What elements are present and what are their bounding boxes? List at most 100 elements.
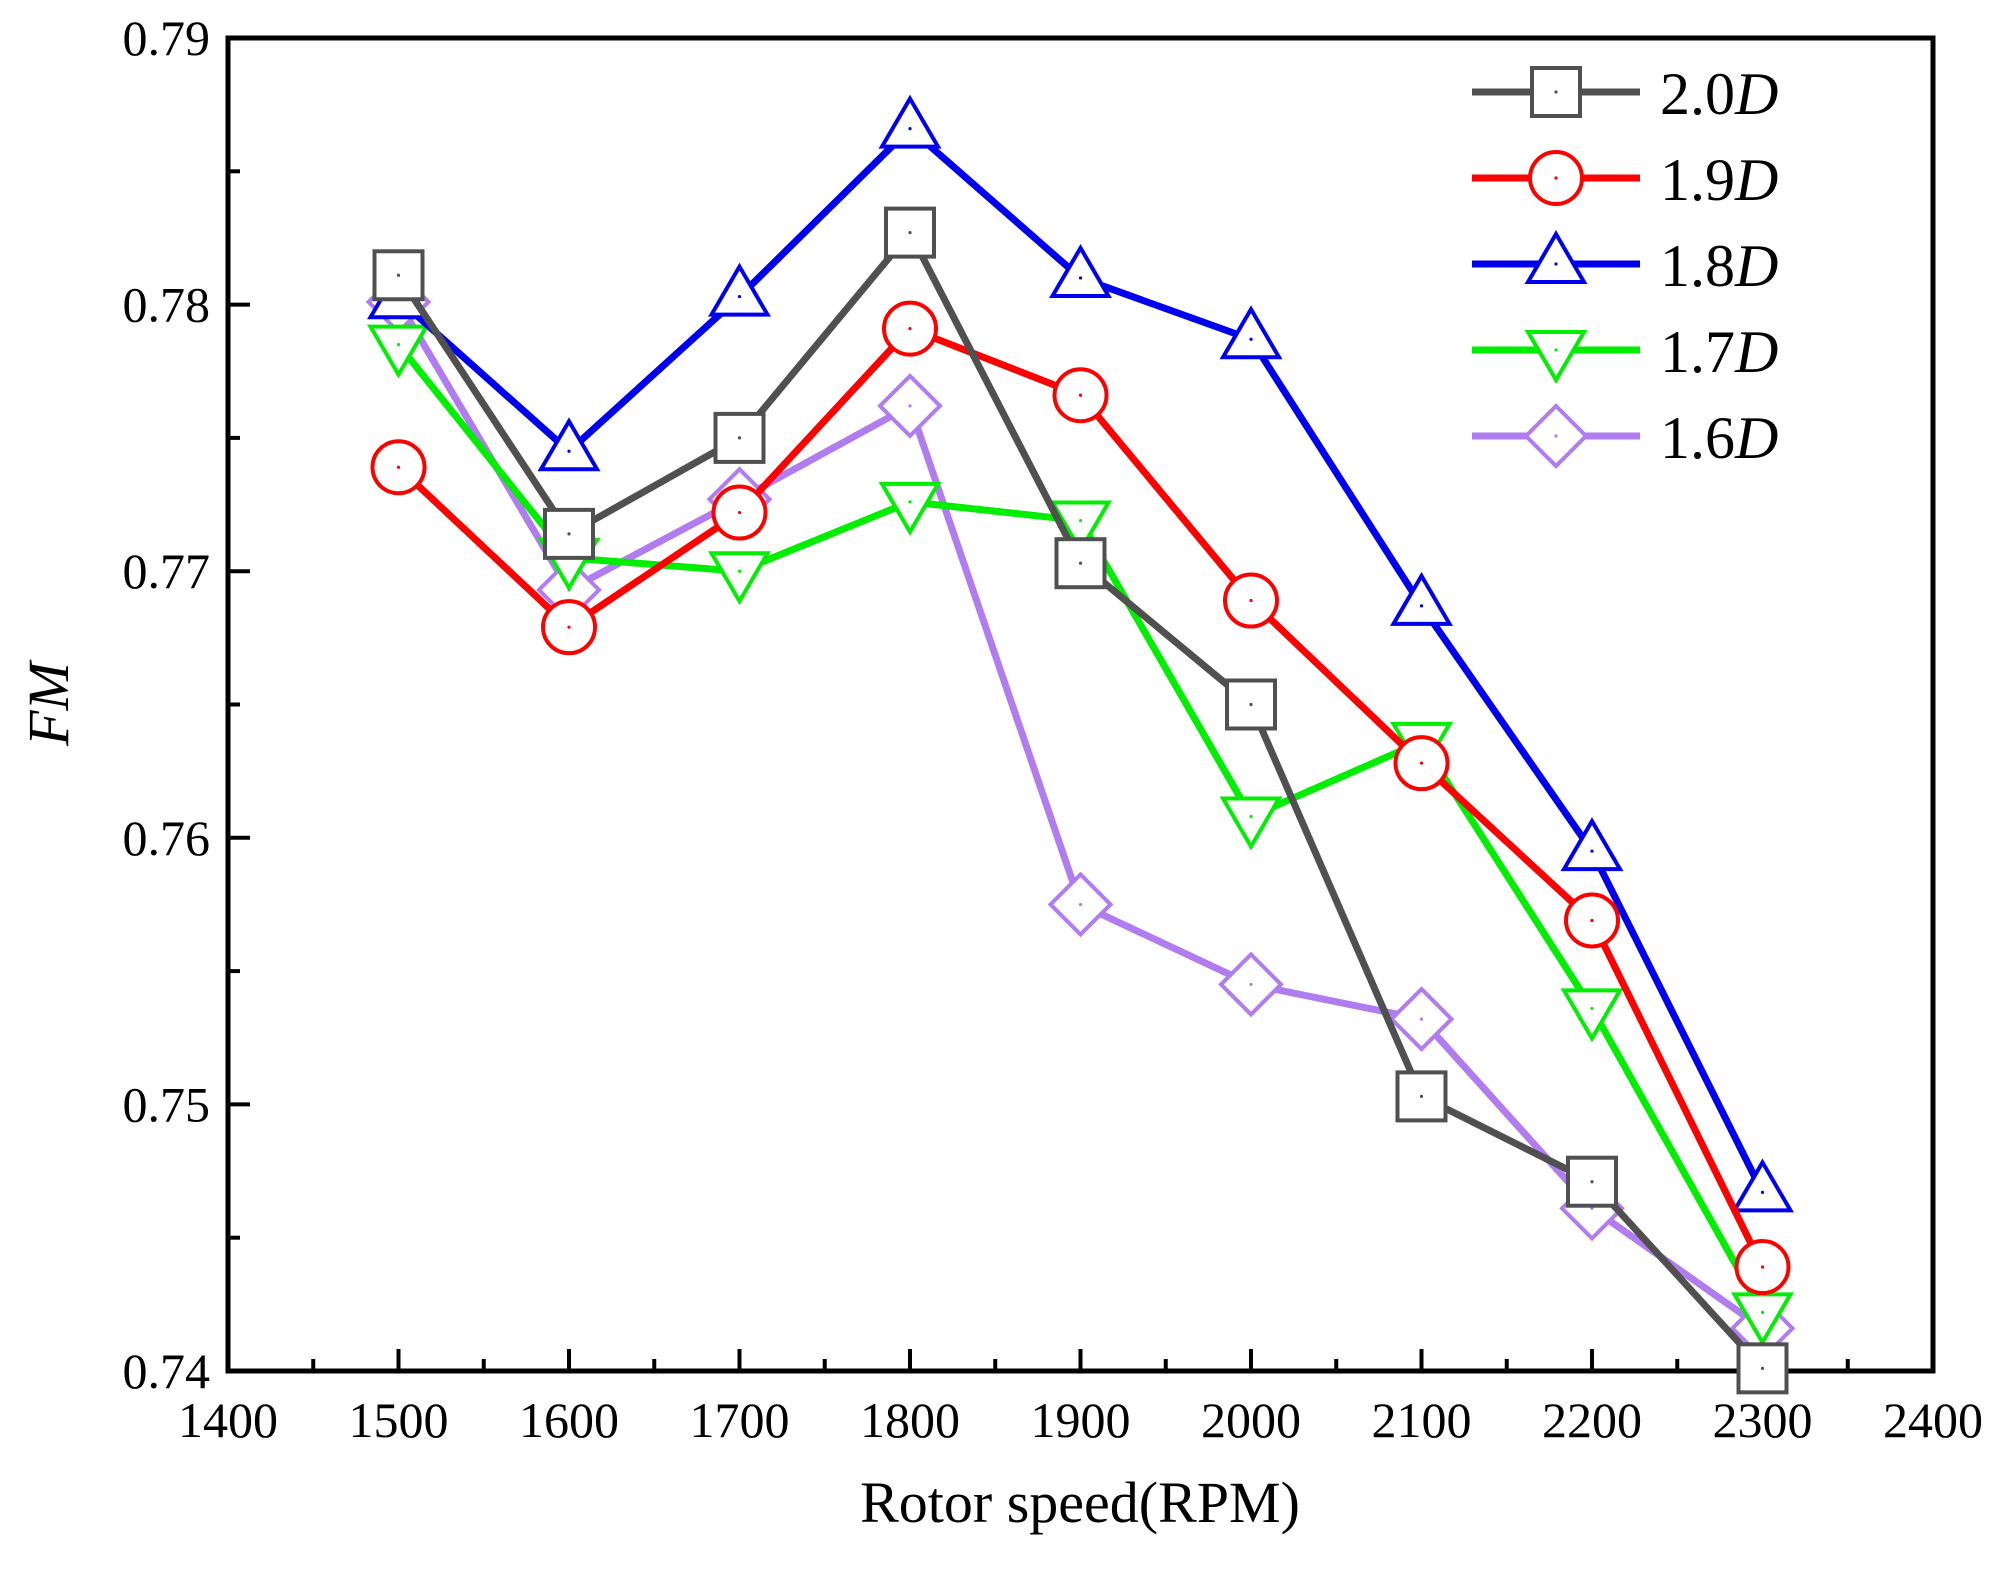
data-point-center-dot (737, 510, 742, 515)
legend-label: 1.9D (1660, 147, 1778, 213)
data-point-center-dot (1419, 1017, 1424, 1021)
data-point-center-dot (396, 342, 401, 347)
series-1_9D (370, 300, 1791, 1296)
x-tick-label: 1900 (1031, 1392, 1131, 1448)
data-point (708, 551, 771, 606)
legend-marker (1530, 66, 1582, 118)
data-point (1219, 305, 1283, 360)
data-point-center-dot (1078, 561, 1083, 565)
legend-entry: 1.6D (1472, 403, 1778, 471)
data-point-center-dot (908, 326, 912, 331)
data-point-center-dot (1590, 918, 1594, 923)
legend-label-unit: D (1734, 405, 1778, 471)
legend-marker-center-dot (1554, 434, 1558, 438)
data-point (878, 481, 942, 536)
data-point (1049, 500, 1112, 555)
data-point-center-dot (396, 273, 401, 277)
data-point-center-dot (1078, 902, 1083, 907)
x-tick-label: 1400 (178, 1392, 278, 1448)
data-point-center-dot (1249, 814, 1253, 819)
data-point-center-dot (1078, 518, 1083, 523)
legend-entry: 2.0D (1472, 61, 1778, 127)
legend-label-value: 1.8 (1660, 233, 1735, 299)
data-point-center-dot (1760, 1310, 1765, 1314)
x-tick-label: 1500 (349, 1392, 449, 1448)
legend-label-unit: D (1734, 319, 1778, 385)
data-point-center-dot (737, 295, 742, 299)
legend-label: 1.7D (1660, 319, 1778, 385)
x-tick-label: 1600 (519, 1392, 619, 1448)
data-point-center-dot (908, 127, 912, 131)
data-point-center-dot (1249, 337, 1253, 341)
data-point-center-dot (1419, 761, 1424, 765)
x-tick-label: 2200 (1542, 1392, 1642, 1448)
data-point-center-dot (1249, 598, 1253, 603)
data-point-center-dot (908, 404, 912, 408)
series-2_0D (372, 206, 1789, 1395)
y-axis-title: FM (16, 659, 81, 746)
legend-label: 1.6D (1660, 405, 1778, 471)
legend: 2.0D1.9D1.8D1.7D1.6D (1472, 61, 1778, 471)
legend-marker-center-dot (1554, 176, 1558, 180)
data-point (1390, 571, 1453, 626)
data-point-center-dot (908, 231, 912, 235)
data-point (1731, 1158, 1794, 1213)
data-point (878, 94, 942, 149)
legend-marker-center-dot (1554, 90, 1558, 94)
x-tick-label: 1700 (690, 1392, 790, 1448)
data-point (1049, 243, 1112, 298)
data-point-center-dot (1590, 1180, 1594, 1184)
data-point-center-dot (1590, 1006, 1594, 1011)
y-tick-label: 0.75 (123, 1076, 211, 1132)
legend-label: 1.8D (1660, 233, 1778, 299)
legend-label-value: 1.7 (1660, 319, 1735, 385)
axis-ticks: 1400 1500 1600 1700 1800 1900 2000 2100 2200 2300… (123, 10, 1984, 1448)
x-tick-label: 2400 (1883, 1392, 1983, 1448)
legend-entry: 1.8D (1472, 230, 1778, 299)
legend-label-unit: D (1734, 61, 1778, 127)
data-point (1219, 796, 1283, 851)
y-tick-label: 0.79 (123, 10, 211, 66)
data-point (1225, 678, 1277, 731)
data-point-center-dot (737, 569, 742, 573)
legend-label: 2.0D (1660, 61, 1778, 127)
data-point-center-dot (1249, 702, 1253, 707)
legend-marker (1524, 330, 1588, 384)
legend-label-value: 1.9 (1660, 147, 1735, 213)
data-point-center-dot (1249, 982, 1253, 987)
x-tick-label: 2100 (1372, 1392, 1472, 1448)
data-point-center-dot (567, 449, 571, 453)
data-point (708, 262, 771, 317)
data-point (1560, 988, 1624, 1043)
data-point-center-dot (1760, 1366, 1765, 1370)
data-point-center-dot (567, 532, 571, 536)
legend-label-unit: D (1734, 233, 1778, 299)
data-point-center-dot (1760, 1190, 1765, 1194)
data-point-center-dot (1078, 276, 1083, 280)
y-tick-label: 0.77 (123, 543, 211, 599)
x-tick-label: 2300 (1713, 1392, 1813, 1448)
series-1_8D (367, 94, 1794, 1213)
legend-entry: 1.7D (1472, 319, 1778, 385)
data-point-center-dot (567, 625, 571, 629)
y-tick-label: 0.76 (123, 810, 211, 866)
legend-label-value: 2.0 (1660, 61, 1735, 127)
data-point (367, 324, 430, 379)
data-point (537, 417, 601, 472)
legend-label-value: 1.6 (1660, 405, 1735, 471)
x-tick-label: 1800 (860, 1392, 960, 1448)
data-point-center-dot (1760, 1265, 1765, 1269)
x-axis-title: Rotor speed(RPM) (860, 1470, 1300, 1535)
data-point-center-dot (1590, 849, 1594, 853)
data-point-center-dot (396, 465, 401, 469)
legend-entry: 1.9D (1472, 147, 1778, 213)
data-point-center-dot (908, 500, 912, 504)
data-point (1560, 817, 1624, 872)
legend-label-unit: D (1734, 147, 1778, 213)
legend-marker-center-dot (1554, 262, 1558, 266)
data-point-center-dot (1419, 1094, 1424, 1099)
data-point-center-dot (1078, 393, 1083, 397)
x-tick-label: 2000 (1201, 1392, 1301, 1448)
series-layer (365, 94, 1796, 1395)
